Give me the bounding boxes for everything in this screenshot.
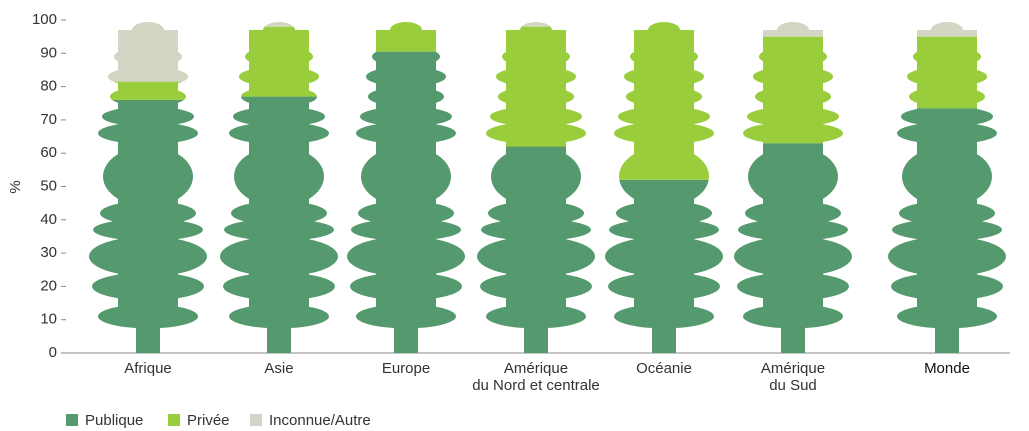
tree-clip: [78, 20, 218, 353]
tree: [877, 20, 1017, 353]
legend-label: Privée: [187, 412, 230, 429]
bar-segment: [594, 20, 734, 180]
y-tick-label: 0: [49, 344, 57, 361]
y-tick-label: 100: [32, 11, 57, 28]
tree: [78, 20, 218, 353]
tree: [209, 20, 349, 353]
legend-label: Inconnue/Autre: [269, 412, 371, 429]
chart: % 0 10 20 30 40 50 60 70 80 90 100 Publique Privée In…: [0, 0, 1029, 431]
tree: [336, 20, 476, 353]
y-tick-label: 60: [40, 144, 57, 161]
y-axis-label: %: [7, 180, 24, 193]
bar-segment: [877, 20, 1017, 37]
bar-segment: [723, 37, 863, 144]
tree: [723, 20, 863, 353]
y-tick-label: 20: [40, 277, 57, 294]
tree-clip: [336, 20, 476, 353]
y-tick-label: 80: [40, 78, 57, 95]
bar-segment: [78, 82, 218, 100]
y-tick-label: 90: [40, 44, 57, 61]
bar-segment: [78, 20, 218, 82]
bar-segment: [877, 108, 1017, 353]
tree-clip: [466, 20, 606, 353]
bar-segment: [466, 20, 606, 27]
x-tick-label: Monde: [847, 360, 1029, 377]
bar-segment: [723, 20, 863, 37]
bar-segment: [336, 20, 476, 52]
bar-segment: [209, 97, 349, 353]
y-tick-label: 40: [40, 211, 57, 228]
tree-clip: [877, 20, 1017, 353]
tree-clip: [723, 20, 863, 353]
legend-label: Publique: [85, 412, 143, 429]
bar-segment: [723, 143, 863, 353]
bar-segment: [594, 180, 734, 353]
legend-swatch: [250, 414, 262, 426]
bar-segment: [466, 27, 606, 147]
tree-clip: [209, 20, 349, 353]
legend-swatch: [66, 414, 78, 426]
y-tick-label: 30: [40, 244, 57, 261]
tree-clip: [594, 20, 734, 353]
tree: [466, 20, 606, 353]
y-tick-label: 70: [40, 111, 57, 128]
y-tick-label: 10: [40, 311, 57, 328]
bar-segment: [209, 20, 349, 27]
bar-segment: [78, 100, 218, 353]
bar-segment: [877, 37, 1017, 109]
bar-segment: [466, 147, 606, 353]
y-tick-label: 50: [40, 177, 57, 194]
bar-segment: [209, 27, 349, 97]
bar-segment: [336, 52, 476, 353]
tree: [594, 20, 734, 353]
legend-swatch: [168, 414, 180, 426]
